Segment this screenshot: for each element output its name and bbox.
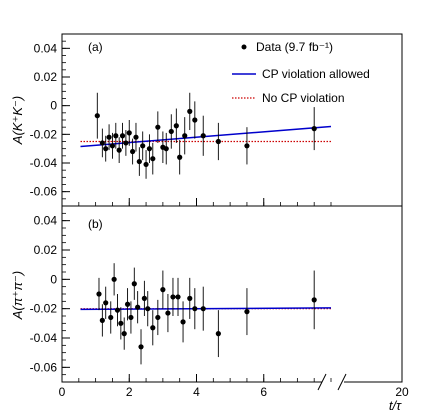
panel-a-data-point — [177, 154, 183, 160]
panel-b-ytick-label: 0.04 — [34, 214, 58, 228]
panel-b-ytick-label: -0.06 — [30, 360, 58, 374]
panel-b-data-point — [135, 304, 141, 310]
axis-break-mark-left — [317, 373, 327, 391]
panel-a-ytick-label: -0.02 — [30, 127, 58, 141]
panel-b-ytick-label: 0.02 — [34, 243, 58, 257]
panel-a-data-point — [143, 161, 149, 168]
panel-a-data-point — [126, 130, 132, 136]
legend-cpv-label: CP violation allowed — [262, 67, 370, 81]
panel-b-ytick-label: 0 — [50, 272, 57, 286]
panel-b-label: (b) — [88, 217, 103, 231]
panel-a-data-point — [150, 156, 156, 162]
panel-a-data-point — [103, 146, 109, 152]
panel-b-frame — [61, 205, 403, 383]
panel-a-label: (a) — [88, 40, 103, 54]
panel-b-data-point — [128, 314, 134, 321]
panel-b-data-point — [111, 276, 117, 282]
panel-a-data-point — [94, 113, 100, 119]
axis-break-gap — [322, 378, 344, 386]
panel-b-data-point — [121, 331, 127, 337]
panel-b-data-point — [170, 294, 176, 300]
panel-a-data-point — [244, 143, 250, 149]
panel-a-ytick-label: -0.06 — [30, 185, 58, 199]
panel-b-data-point — [118, 320, 124, 326]
x-tick-label: 2 — [126, 385, 133, 399]
panel-b-data-point — [175, 294, 181, 300]
panel-a-data-point — [113, 133, 119, 139]
panel-a-data-point — [200, 133, 206, 139]
panel-b-data-point — [103, 300, 109, 306]
panel-a-data-point — [163, 146, 169, 152]
panel-a-data-point — [136, 158, 142, 165]
legend: Data (9.7 fb⁻¹) CP violation allowed No … — [232, 40, 370, 105]
panel-b-data-point — [150, 325, 156, 331]
axis-break-mark-right — [337, 373, 347, 391]
panel-a-data-point — [140, 143, 146, 149]
panel-b-data-point — [124, 301, 131, 307]
panel-a-ytick-label: 0.02 — [34, 70, 58, 84]
panel-a-data-point — [116, 147, 122, 153]
panel-a-data-point — [311, 126, 317, 132]
panel-b-data-point — [131, 281, 137, 287]
panel-a-data-point — [187, 108, 193, 114]
panel-a-data-point — [146, 146, 153, 152]
panel-b-data-point — [96, 291, 102, 297]
panel-a-data-point — [168, 128, 174, 135]
panel-b-data-point — [215, 331, 221, 337]
panel-b-data-point — [200, 306, 206, 312]
panel-a-data-point — [106, 134, 112, 140]
panel-b-data-point — [311, 297, 317, 303]
x-tick-label: 0 — [59, 385, 66, 399]
panel-b-ylabel: A(π⁺π⁻) — [10, 271, 25, 320]
panel-a-data-point — [99, 140, 105, 146]
panel-a-frame — [61, 33, 403, 207]
panel-b-data-point — [141, 295, 147, 301]
panel-b-ytick-label: -0.04 — [30, 331, 58, 345]
panel-a-ytick-label: -0.04 — [30, 156, 58, 170]
panel-a-data-point — [119, 133, 126, 139]
panel-a-data-point — [215, 138, 221, 145]
panel-b-ytick-label: -0.02 — [30, 302, 58, 316]
x-axis-title: t/τ — [389, 398, 402, 413]
x-tick-label-far: 20 — [395, 385, 409, 399]
panel-b-data-point — [244, 309, 250, 315]
panel-b-data-point — [187, 295, 193, 301]
panel-a-data-point — [155, 124, 161, 130]
panel-a-data-point — [133, 134, 139, 140]
x-tick-label: 6 — [260, 385, 267, 399]
panel-b-data-point — [138, 344, 144, 350]
panel-b-data-point — [165, 310, 171, 316]
panel-a-data-point — [173, 123, 179, 129]
legend-data-marker — [241, 44, 247, 50]
panel-a-data-point — [182, 133, 188, 139]
panel-b-data-point — [180, 319, 186, 325]
panel-b-data-point — [99, 317, 105, 323]
legend-data-label: Data (9.7 fb⁻¹) — [256, 40, 333, 54]
panel-a-data-point — [192, 117, 198, 123]
x-tick-label: 4 — [193, 385, 200, 399]
panel-b-data-point — [160, 287, 166, 293]
panel-a-data-point — [123, 140, 129, 146]
legend-nocpv-label: No CP violation — [262, 91, 345, 105]
panel-b-data-point — [145, 306, 151, 312]
panel-b-data-point — [155, 314, 161, 321]
panel-a-ytick-label: 0.04 — [34, 41, 58, 55]
panel-a-ylabel: A(K⁺K⁻) — [10, 96, 25, 145]
panel-a-ytick-label: 0 — [50, 99, 57, 113]
panel-b-data-point — [114, 307, 121, 313]
panel-b-data-point — [192, 306, 198, 312]
panel-a-data-point — [130, 148, 136, 155]
panel-b-data-point — [108, 314, 114, 321]
panel-a-data-point — [109, 143, 116, 149]
